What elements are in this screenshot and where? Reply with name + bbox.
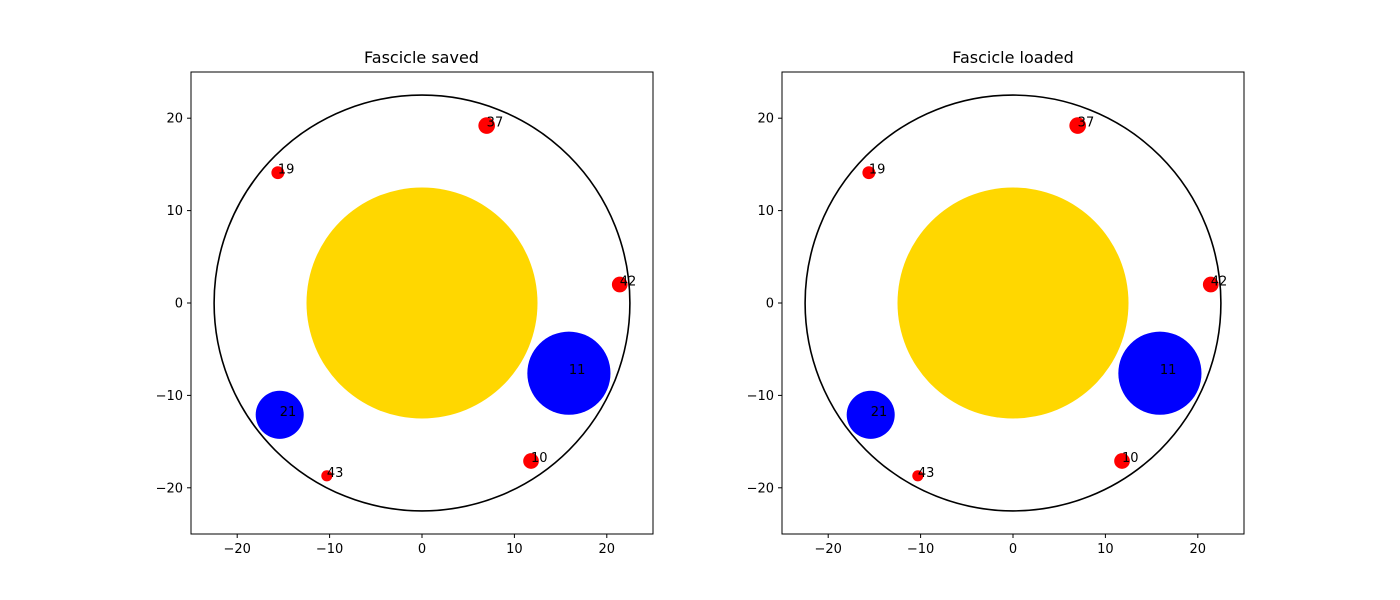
x-tick-label: −20 xyxy=(223,542,250,557)
x-tick-label: 20 xyxy=(1190,542,1207,557)
axon-marker xyxy=(255,390,304,439)
y-tick-label: 10 xyxy=(757,204,774,219)
axon-label: 42 xyxy=(1211,275,1228,290)
axon-marker xyxy=(1114,453,1130,469)
x-tick-label: 10 xyxy=(506,542,523,557)
axon-marker xyxy=(1069,117,1086,134)
x-tick-label: 10 xyxy=(1097,542,1114,557)
y-tick-label: 20 xyxy=(166,112,183,127)
axon-marker xyxy=(912,470,924,482)
axon-marker xyxy=(523,453,539,469)
axon-label: 37 xyxy=(1078,116,1095,131)
x-tick-label: −20 xyxy=(814,542,841,557)
y-tick-label: −10 xyxy=(747,389,774,404)
x-tick-label: −10 xyxy=(907,542,934,557)
axon-label: 37 xyxy=(487,116,504,131)
chart-title: Fascicle saved xyxy=(364,48,479,67)
axon-label: 11 xyxy=(1160,363,1177,378)
axon-label: 21 xyxy=(280,405,297,420)
panel-fascicle-saved: Fascicle saved 37 19 42 11 21 10 43 −20 −10 0 10 20… xyxy=(156,48,654,557)
axon-label: 21 xyxy=(871,405,888,420)
axon-marker xyxy=(321,470,333,482)
plot-area: 37 19 42 11 21 10 43 xyxy=(213,94,637,512)
axon-marker xyxy=(846,390,895,439)
axon-label: 10 xyxy=(1122,451,1139,466)
y-tick-label: −20 xyxy=(747,481,774,496)
x-tick-label: 20 xyxy=(599,542,616,557)
axon-label: 10 xyxy=(531,451,548,466)
axon-marker xyxy=(1118,331,1202,415)
outer-circle xyxy=(804,94,1222,512)
axon-label: 43 xyxy=(327,466,344,481)
x-tick-label: −10 xyxy=(316,542,343,557)
core-circle xyxy=(306,187,538,419)
axon-marker xyxy=(1202,276,1219,293)
panel-fascicle-loaded: Fascicle loaded 37 19 42 11 21 10 43 −20 −10 0 10 2… xyxy=(747,48,1245,557)
y-tick-label: −10 xyxy=(156,389,183,404)
core-circle xyxy=(897,187,1129,419)
y-tick-label: 20 xyxy=(757,112,774,127)
axon-label: 42 xyxy=(620,275,637,290)
axon-label: 19 xyxy=(869,163,886,178)
axon-marker xyxy=(611,276,628,293)
plot-area: 37 19 42 11 21 10 43 xyxy=(804,94,1228,512)
axon-marker xyxy=(862,166,876,180)
y-tick-label: 10 xyxy=(166,204,183,219)
axon-label: 19 xyxy=(278,163,295,178)
axon-label: 11 xyxy=(569,363,586,378)
y-tick-label: 0 xyxy=(175,297,183,312)
axon-label: 43 xyxy=(918,466,935,481)
y-tick-label: 0 xyxy=(766,297,774,312)
outer-circle xyxy=(213,94,631,512)
axon-marker xyxy=(478,117,495,134)
x-tick-label: 0 xyxy=(1009,542,1017,557)
x-tick-label: 0 xyxy=(418,542,426,557)
axon-marker xyxy=(271,166,285,180)
y-tick-label: −20 xyxy=(156,481,183,496)
axon-marker xyxy=(527,331,611,415)
chart-title: Fascicle loaded xyxy=(952,48,1073,67)
